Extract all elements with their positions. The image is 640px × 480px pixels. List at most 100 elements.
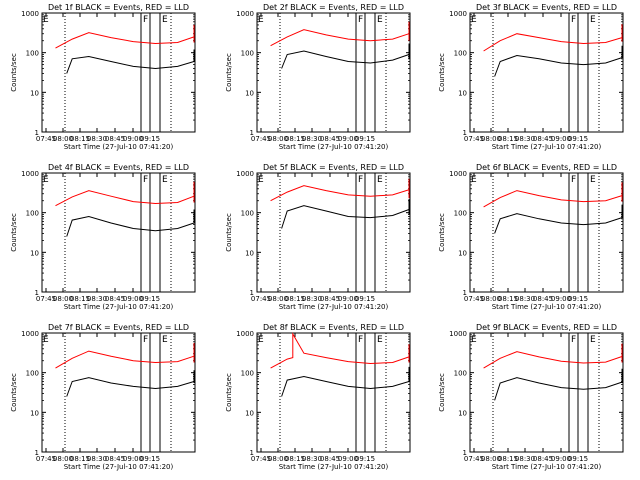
x-tick-label: 07:45 [251,135,271,143]
y-tick-label: 10 [458,409,467,417]
y-tick-label: 10 [458,249,467,257]
marker-label-f: F [571,15,576,25]
plot-frame [469,12,624,133]
x-tick-label: 09:15 [355,135,375,143]
x-tick-label: 07:45 [251,295,271,303]
y-tick-label: 1 [463,449,467,457]
x-tick-label: 08:00 [268,295,288,303]
marker-label-e: E [162,15,168,25]
y-tick-label: 1 [35,289,39,297]
events-series-line [281,366,410,397]
marker-label-f: F [571,335,576,345]
x-tick-label: 08:30 [87,295,107,303]
plot-frame [469,172,624,293]
y-axis-label: Counts/sec [438,373,446,412]
y-axis-label: Counts/sec [10,213,18,252]
x-tick-label: 09:00 [338,295,358,303]
plot-frame [41,332,196,453]
marker-label-e-left: E [258,175,264,185]
x-tick-label: 08:00 [481,295,501,303]
panel-title: Det 4f BLACK = Events, RED = LLD [48,163,189,172]
x-tick-label: 09:15 [140,135,160,143]
y-tick-label: 100 [26,210,39,218]
events-series-line [494,368,623,401]
plot-frame [41,172,196,293]
lld-series-line [270,178,410,202]
marker-label-e-left: E [43,335,49,345]
x-tick-label: 08:45 [105,135,125,143]
marker-label-e: E [377,175,383,185]
y-tick-label: 10 [458,89,467,97]
lld-series-line [270,21,410,47]
plot-frame [256,12,411,133]
x-tick-label: 08:30 [515,295,535,303]
x-tick-label: 07:45 [36,135,56,143]
x-tick-label: 09:15 [355,455,375,463]
x-tick-label: 09:15 [140,295,160,303]
x-tick-label: 08:30 [87,455,107,463]
y-tick-label: 1000 [449,170,467,178]
y-tick-label: 1000 [449,330,467,338]
y-tick-label: 10 [245,249,254,257]
marker-label-e-left: E [471,335,477,345]
marker-label-f: F [358,15,363,25]
lld-series-line [483,24,623,52]
x-tick-label: 08:15 [285,135,305,143]
events-series-line [281,43,410,69]
x-tick-label: 08:30 [515,135,535,143]
x-tick-label: 09:00 [338,455,358,463]
marker-label-f: F [143,335,148,345]
y-tick-label: 100 [241,210,254,218]
x-tick-label: 07:45 [464,455,484,463]
x-tick-label: 09:15 [355,295,375,303]
marker-label-e: E [590,175,596,185]
x-axis-label: Start Time (27-Jul-10 07:41:20) [492,143,602,151]
panel-title: Det 5f BLACK = Events, RED = LLD [263,163,404,172]
x-tick-label: 08:45 [320,295,340,303]
y-tick-label: 10 [30,89,39,97]
y-tick-label: 1000 [21,10,39,18]
y-axis-label: Counts/sec [225,213,233,252]
marker-label-e-left: E [471,175,477,185]
events-series-line [494,204,623,234]
x-tick-label: 08:00 [53,455,73,463]
x-tick-label: 09:15 [140,455,160,463]
y-tick-label: 1 [463,129,467,137]
x-tick-label: 09:15 [568,455,588,463]
x-tick-label: 08:00 [53,295,73,303]
marker-label-f: F [358,335,363,345]
panel-title: Det 7f BLACK = Events, RED = LLD [48,323,189,332]
y-tick-label: 100 [26,50,39,58]
x-axis-label: Start Time (27-Jul-10 07:41:20) [64,303,174,311]
panel-det-1: Det 1f BLACK = Events, RED = LLD 1 10 100 10… [10,3,196,151]
x-tick-label: 09:15 [568,135,588,143]
y-tick-label: 100 [454,50,467,58]
x-tick-label: 07:45 [464,295,484,303]
x-tick-label: 09:00 [123,135,143,143]
x-tick-label: 08:00 [481,455,501,463]
y-tick-label: 10 [245,89,254,97]
y-tick-label: 100 [454,370,467,378]
x-tick-label: 08:45 [320,455,340,463]
x-tick-label: 08:15 [285,295,305,303]
x-tick-label: 08:15 [70,455,90,463]
x-tick-label: 08:30 [302,135,322,143]
y-tick-label: 1 [250,129,254,137]
x-tick-label: 08:45 [105,295,125,303]
x-tick-label: 09:15 [568,295,588,303]
marker-label-e: E [162,335,168,345]
x-tick-label: 08:00 [268,455,288,463]
marker-label-e-left: E [43,175,49,185]
plot-frame [469,332,624,453]
marker-label-e-left: E [258,15,264,25]
lld-series-line [483,343,623,369]
x-tick-label: 08:15 [70,295,90,303]
y-tick-label: 1 [250,289,254,297]
panel-det-5: Det 5f BLACK = Events, RED = LLD 1 10 100 10… [225,163,411,311]
y-axis-label: Counts/sec [10,53,18,92]
lld-series-line [55,181,195,207]
events-series-line [281,199,410,229]
x-tick-label: 08:30 [302,295,322,303]
x-tick-label: 08:30 [87,135,107,143]
